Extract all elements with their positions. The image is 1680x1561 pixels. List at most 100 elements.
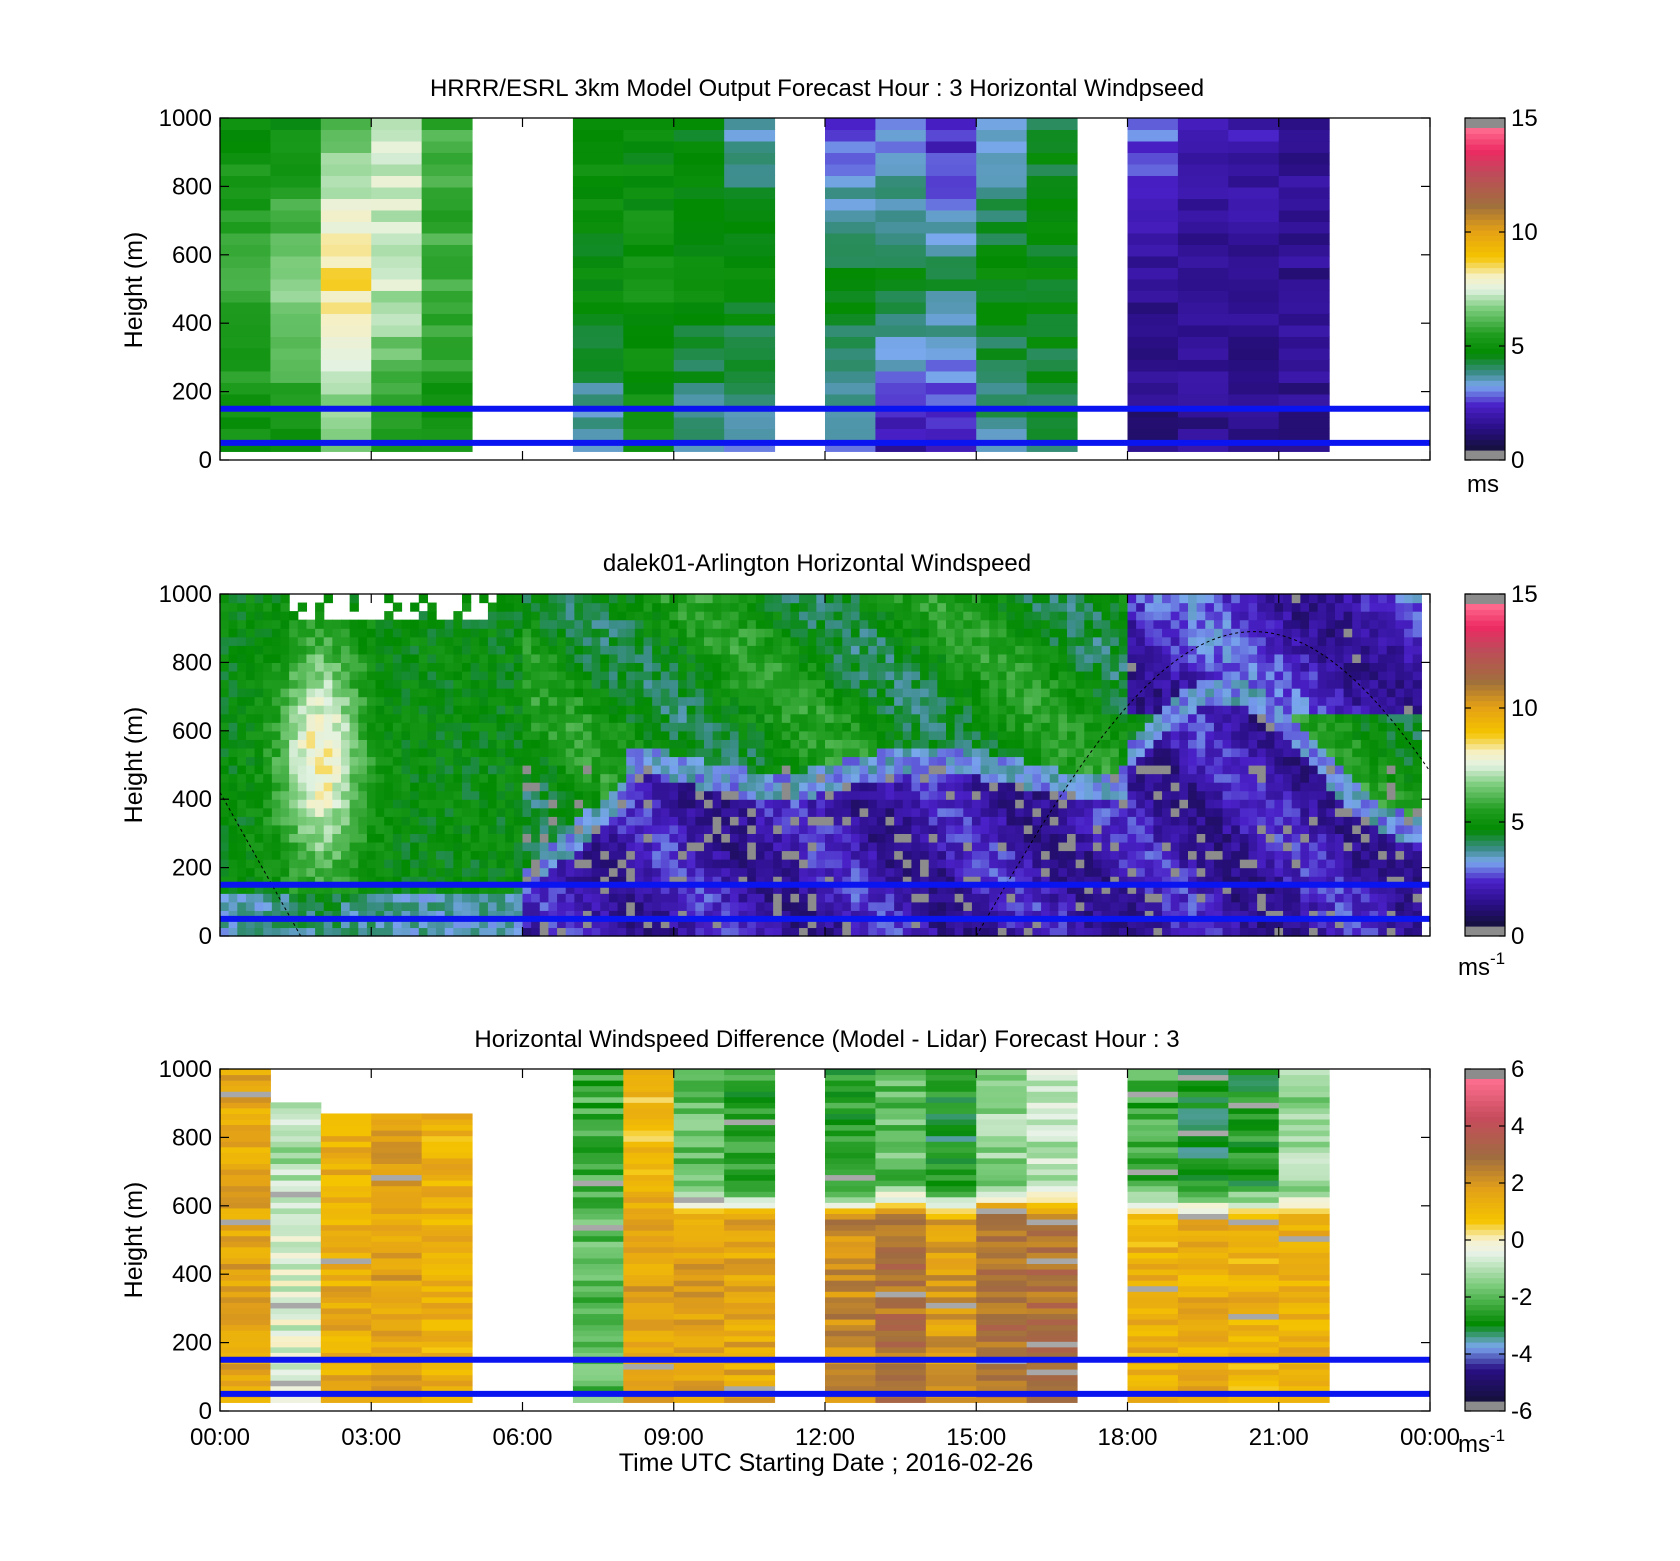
lidar-cell	[695, 722, 705, 732]
lidar-cell	[928, 602, 938, 612]
lidar-cell	[565, 884, 575, 894]
lidar-cell	[652, 739, 662, 749]
lidar-cell	[1110, 884, 1120, 894]
lidar-cell	[574, 799, 584, 809]
lidar-cell	[436, 876, 446, 886]
lidar-cell	[954, 602, 964, 612]
lidar-cell	[1136, 653, 1146, 663]
lidar-cell	[574, 619, 584, 629]
lidar-cell	[280, 662, 290, 672]
lidar-cell	[686, 679, 696, 689]
lidar-cell	[825, 747, 835, 758]
lidar-cell	[237, 619, 247, 629]
lidar-cell	[392, 910, 403, 920]
colorbar-tick-label: 0	[1511, 447, 1524, 474]
lidar-cell	[1127, 859, 1137, 869]
lidar-cell	[565, 799, 575, 809]
lidar-cell	[833, 628, 843, 638]
lidar-cell	[678, 713, 688, 723]
lidar-cell	[444, 619, 454, 629]
lidar-cell	[453, 756, 463, 766]
lidar-cell	[1067, 594, 1077, 604]
lidar-cell	[729, 782, 740, 792]
lidar-cell	[487, 765, 498, 775]
lidar-cell	[522, 910, 532, 920]
lidar-cell	[1075, 901, 1085, 911]
lidar-cell	[418, 773, 429, 783]
lidar-cell	[245, 670, 256, 681]
lidar-cell	[773, 833, 783, 843]
lidar-cell	[496, 790, 506, 800]
lidar-cell	[358, 816, 368, 826]
lidar-cell	[444, 927, 454, 937]
lidar-cell	[894, 841, 904, 852]
lidar-cell	[937, 628, 947, 638]
lidar-cell	[254, 619, 264, 629]
lidar-cell	[738, 739, 748, 749]
lidar-cell	[971, 619, 982, 629]
lidar-cell	[366, 850, 377, 860]
lidar-cell	[946, 722, 956, 732]
lidar-cell	[410, 628, 420, 638]
lidar-cell	[531, 927, 541, 937]
lidar-cell	[263, 653, 273, 663]
lidar-cell	[729, 773, 740, 783]
lidar-cell	[401, 807, 411, 817]
model-cell	[875, 382, 927, 395]
lidar-cell	[911, 705, 921, 715]
lidar-cell	[513, 713, 524, 723]
lidar-cell	[816, 790, 826, 800]
lidar-cell	[721, 602, 731, 612]
model-cell	[320, 209, 372, 222]
model-cell	[270, 163, 322, 176]
lidar-cell	[1067, 696, 1077, 706]
model-cell	[421, 359, 473, 372]
lidar-cell	[1058, 867, 1068, 877]
lidar-cell	[686, 910, 696, 920]
lidar-cell	[928, 628, 938, 638]
lidar-cell	[1067, 705, 1077, 715]
lidar-cell	[315, 662, 325, 672]
lidar-cell	[349, 807, 359, 817]
lidar-cell	[505, 670, 515, 681]
lidar-cell	[401, 730, 411, 740]
model-cell	[1026, 118, 1078, 130]
model-cell	[875, 186, 927, 199]
lidar-cell	[989, 653, 999, 663]
lidar-cell	[479, 841, 489, 852]
lidar-cell	[971, 662, 982, 672]
lidar-cell	[1058, 927, 1068, 937]
lidar-cell	[591, 756, 601, 766]
lidar-cell	[1023, 688, 1034, 698]
lidar-cell	[1084, 859, 1094, 869]
lidar-cell	[375, 688, 385, 698]
lidar-cell	[306, 713, 316, 723]
lidar-cell	[764, 876, 774, 886]
lidar-cell	[1049, 645, 1059, 655]
lidar-cell	[418, 790, 429, 800]
lidar-cell	[574, 833, 584, 843]
model-cell	[270, 428, 322, 441]
lidar-cell	[513, 816, 524, 826]
lidar-cell	[263, 705, 273, 715]
lidar-cell	[436, 645, 446, 655]
lidar-cell	[626, 611, 636, 621]
model-cell	[925, 336, 977, 349]
lidar-cell	[332, 790, 342, 800]
model-cell	[976, 267, 1028, 280]
lidar-cell	[349, 790, 359, 800]
lidar-cell	[1032, 824, 1042, 834]
lidar-cell	[1127, 910, 1137, 920]
lidar-cell	[1015, 799, 1025, 809]
lidar-cell	[505, 756, 515, 766]
model-cell	[673, 163, 725, 176]
model-cell	[925, 140, 977, 153]
lidar-cell	[850, 705, 861, 715]
lidar-cell	[565, 910, 575, 920]
lidar-cell	[850, 893, 861, 903]
lidar-cell	[928, 645, 938, 655]
lidar-cell	[773, 713, 783, 723]
lidar-cell	[410, 602, 420, 612]
lidar-cell	[436, 636, 446, 646]
